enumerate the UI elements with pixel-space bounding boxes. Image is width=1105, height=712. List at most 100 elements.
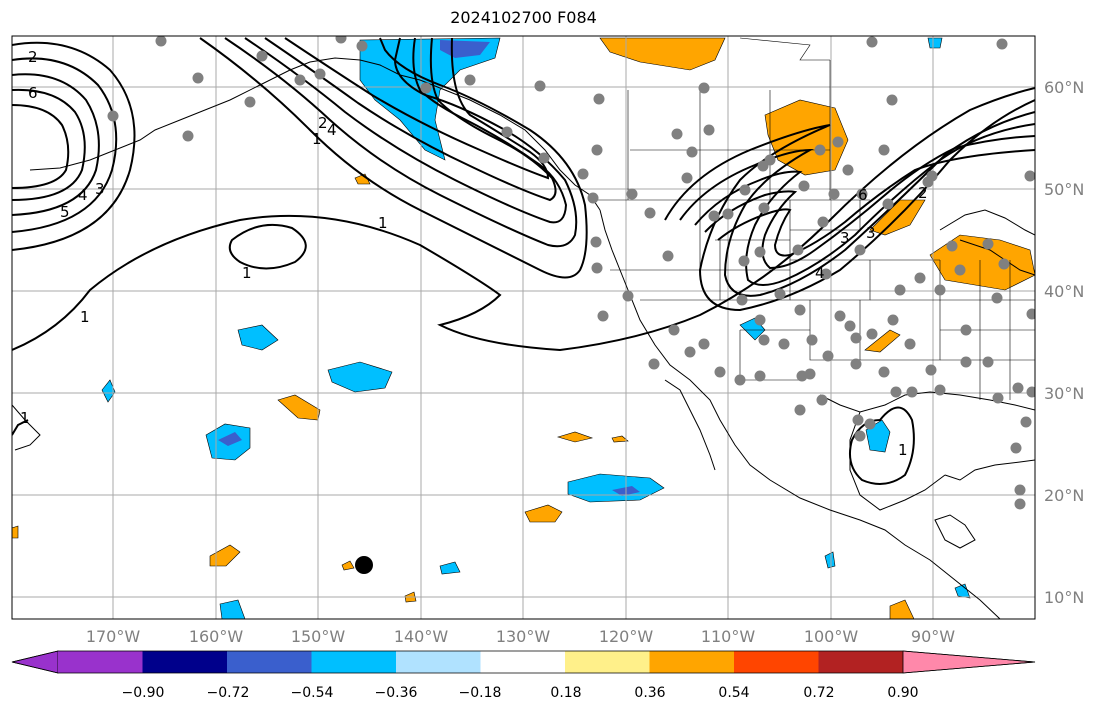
colorbar-segment xyxy=(396,651,481,673)
station-dot xyxy=(954,264,966,276)
station-dot xyxy=(922,176,934,188)
orange-region-1 xyxy=(277,394,321,421)
colorbar-segment xyxy=(818,651,904,673)
station-dot xyxy=(590,236,602,248)
contour-label: 4 xyxy=(78,186,88,204)
station-dot xyxy=(1026,386,1035,398)
contour-label: 1 xyxy=(898,441,908,459)
station-dot xyxy=(796,370,808,382)
station-dot xyxy=(738,255,750,267)
storm-marker xyxy=(355,556,373,574)
station-dot xyxy=(420,82,432,94)
station-dot xyxy=(714,366,726,378)
lat-label: 50°N xyxy=(1044,180,1084,199)
station-dot xyxy=(982,238,994,250)
station-dot xyxy=(662,250,674,262)
station-dot xyxy=(534,80,546,92)
station-dot xyxy=(587,192,599,204)
lat-label: 10°N xyxy=(1044,588,1084,607)
station-dot xyxy=(754,246,766,258)
colorbar-segment xyxy=(142,651,228,673)
station-dot xyxy=(764,154,776,166)
colorbar-tick: 0.72 xyxy=(803,685,834,701)
colorbar-tick: −0.90 xyxy=(122,685,165,701)
cyan-region-8 xyxy=(439,561,461,575)
station-dot xyxy=(736,294,748,306)
station-dot xyxy=(798,180,810,192)
station-dot xyxy=(622,290,634,302)
contour-label: 4 xyxy=(815,264,825,282)
lat-label: 60°N xyxy=(1044,78,1084,97)
colorbar xyxy=(11,650,1036,674)
station-dot xyxy=(890,386,902,398)
station-dot xyxy=(925,364,937,376)
orange-region-5 xyxy=(611,435,629,443)
station-dot xyxy=(648,358,660,370)
station-dot xyxy=(681,172,693,184)
colorbar-segment xyxy=(311,651,397,673)
station-dot xyxy=(294,74,306,86)
lon-label: 150°W xyxy=(291,627,346,646)
station-dot xyxy=(597,310,609,322)
station-dot xyxy=(828,188,840,200)
state-borders xyxy=(598,37,1035,400)
station-dot xyxy=(107,110,119,122)
contour-label: 5 xyxy=(60,203,70,221)
colorbar-tick: −0.54 xyxy=(291,685,334,701)
colorbar-segment xyxy=(649,651,735,673)
station-dot xyxy=(668,324,680,336)
colorbar-segment xyxy=(227,651,312,673)
station-dot xyxy=(856,188,868,200)
station-dot xyxy=(850,332,862,344)
station-dot xyxy=(816,394,828,406)
station-dot xyxy=(866,36,878,48)
lon-label: 170°W xyxy=(86,627,141,646)
colorbar-tick: 0.36 xyxy=(634,685,665,701)
station-dot xyxy=(878,366,890,378)
contour-label: 2 xyxy=(318,114,328,132)
cyan-region-11 xyxy=(824,551,836,569)
station-dot xyxy=(538,152,550,164)
lon-label: 100°W xyxy=(804,627,859,646)
station-dot xyxy=(887,314,899,326)
contour-label: 3 xyxy=(866,224,876,242)
station-dot xyxy=(914,272,926,284)
contour-label: 3 xyxy=(95,180,105,198)
station-dot xyxy=(754,314,766,326)
station-dot xyxy=(998,258,1010,270)
orange-region-6 xyxy=(889,599,915,619)
station-dot xyxy=(894,284,906,296)
colorbar-extend-min xyxy=(11,650,59,674)
contour-label: 3 xyxy=(840,229,850,247)
station-dot xyxy=(814,144,826,156)
station-dot xyxy=(866,328,878,340)
colorbar-tick-labels: −0.90 −0.72 −0.54 −0.36 −0.18 0.18 0.36 … xyxy=(122,685,919,701)
orange-region-10 xyxy=(12,525,19,539)
station-dot xyxy=(960,324,972,336)
station-dot xyxy=(708,210,720,222)
contour-label: 6 xyxy=(28,84,38,102)
lat-label: 40°N xyxy=(1044,282,1084,301)
lat-label: 30°N xyxy=(1044,384,1084,403)
colorbar-tick: 0.90 xyxy=(887,685,918,701)
cyan-region-2 xyxy=(327,361,393,393)
orange-region-3 xyxy=(524,504,563,523)
orange-region-north xyxy=(599,37,726,71)
contour-label: 2 xyxy=(28,48,38,66)
station-dot xyxy=(1012,382,1024,394)
map-title: 2024102700 F084 xyxy=(450,8,597,27)
station-dot xyxy=(758,334,770,346)
station-dot xyxy=(684,346,696,358)
station-dot xyxy=(644,207,656,219)
station-dot xyxy=(182,130,194,142)
station-dot xyxy=(1024,170,1035,182)
contour-label-group: 2 6 3 4 5 1 1 1 1 2 4 3 4 2 3 6 1 1 xyxy=(20,48,928,459)
station-dot xyxy=(1014,484,1026,496)
station-dot xyxy=(822,350,834,362)
cyan-region-10 xyxy=(927,37,943,49)
orange-region-2 xyxy=(209,544,241,567)
contour-label: 1 xyxy=(242,264,252,282)
lon-label: 110°W xyxy=(701,627,756,646)
station-dot xyxy=(991,292,1003,304)
